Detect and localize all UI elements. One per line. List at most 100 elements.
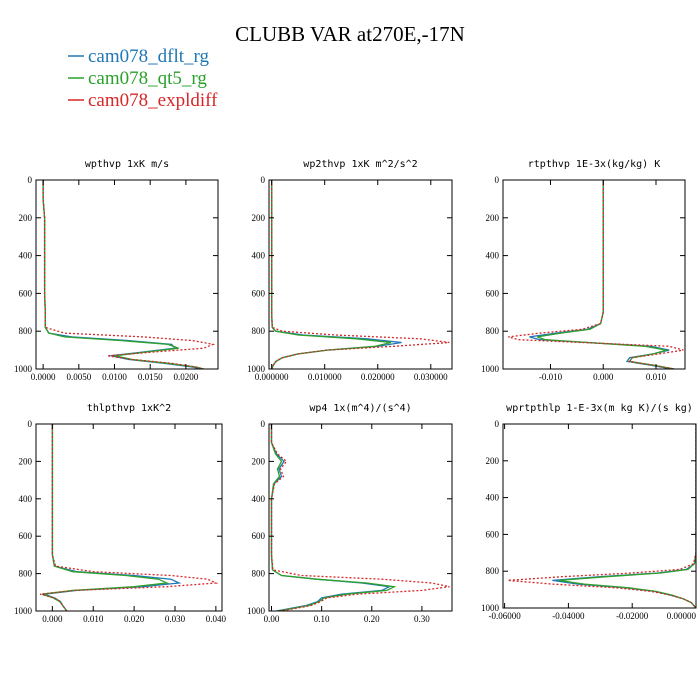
x-tick-label-thlpthvp: 0.040 [206, 614, 227, 624]
x-tick-label-wprtpthlp: -0.02000 [616, 611, 649, 621]
y-tick-label-wp4: 0 [261, 419, 266, 429]
y-tick-label-wpthvp: 400 [19, 251, 33, 261]
series-line-wpthvp-1 [42, 180, 204, 369]
y-tick-label-thlpthvp: 0 [28, 419, 33, 429]
x-tick-label-wprtpthlp: -0.04000 [552, 611, 585, 621]
series-line-wp4-1 [270, 424, 397, 611]
x-tick-label-thlpthvp: 0.030 [165, 614, 186, 624]
y-tick-label-wp2thvp: 1000 [247, 364, 266, 374]
series-line-wp4-2 [270, 424, 450, 611]
y-tick-label-wprtpthlp: 600 [486, 529, 500, 539]
x-tick-label-wpthvp: 0.0100 [102, 372, 127, 382]
panel-title-wp2thvp: wp2thvp 1xK m^2/s^2 [303, 159, 417, 170]
x-tick-label-thlpthvp: 0.020 [124, 614, 145, 624]
legend-entry-qt5: cam078_qt5_rg [88, 68, 207, 89]
y-tick-label-wprtpthlp: 400 [486, 493, 500, 503]
panel-wp4: wp4 1x(m^4)/(s^4) 0 200 400 600 800 10000.00 0.… [247, 403, 453, 624]
plot-frame-rtpthvp [502, 179, 686, 370]
y-tick-label-wp2thvp: 200 [252, 213, 266, 223]
plot-frame-wp2thvp [268, 179, 453, 370]
y-tick-label-wp2thvp: 600 [252, 288, 266, 298]
y-tick-label-wpthvp: 800 [19, 326, 33, 336]
y-tick-label-wpthvp: 1000 [14, 364, 33, 374]
y-tick-label-rtpthvp: 800 [486, 326, 500, 336]
legend-entry-dflt: cam078_dflt_rg [88, 46, 210, 67]
x-tick-label-thlpthvp: 0.010 [83, 614, 104, 624]
y-tick-label-wpthvp: 0 [28, 175, 33, 185]
panel-thlpthvp: thlpthvp 1xK^2 0 200 400 600 800 1000 0.000 0.01… [14, 403, 226, 624]
y-tick-label-wp2thvp: 800 [252, 326, 266, 336]
y-tick-label-rtpthvp: 600 [486, 288, 500, 298]
x-tick-label-wprtpthlp: 0.00000 [667, 611, 697, 621]
plot-frame-wpthvp [35, 179, 219, 370]
figure-title: CLUBB VAR at270E,-17N [235, 22, 465, 46]
y-tick-label-wprtpthlp: 800 [486, 566, 500, 576]
panel-title-rtpthvp: rtpthvp 1E-3x(kg/kg) K [528, 159, 660, 170]
panel-title-wpthvp: wpthvp 1xK m/s [85, 159, 169, 170]
series-line-wprtpthlp-1 [558, 424, 696, 608]
x-tick-label-wprtpthlp: -0.06000 [488, 611, 521, 621]
x-tick-label-rtpthvp: -0.010 [539, 372, 563, 382]
series-line-thlpthvp-0 [43, 424, 182, 611]
x-tick-label-wp4: 0.10 [314, 614, 330, 624]
x-tick-label-wp2thvp: 0.030000 [414, 372, 448, 382]
y-tick-label-wprtpthlp: 1000 [481, 603, 500, 613]
x-tick-label-wpthvp: 0.0050 [66, 372, 91, 382]
legend: cam078_dflt_rg cam078_qt5_rg cam078_expl… [68, 46, 218, 111]
legend-entry-expldiff: cam078_expldiff [88, 90, 218, 111]
x-tick-label-wp4: 0.20 [364, 614, 380, 624]
x-tick-label-wpthvp: 0.0000 [31, 372, 56, 382]
x-tick-label-rtpthvp: 0.000 [593, 372, 614, 382]
y-tick-label-wp4: 1000 [247, 606, 266, 616]
y-tick-label-thlpthvp: 1000 [14, 606, 33, 616]
x-tick-label-thlpthvp: 0.000 [42, 614, 63, 624]
x-tick-label-wp4: 0.30 [414, 614, 430, 624]
y-tick-label-wp2thvp: 400 [252, 251, 266, 261]
x-tick-label-wp2thvp: 0.020000 [361, 372, 395, 382]
y-tick-label-rtpthvp: 1000 [481, 364, 500, 374]
y-tick-label-wp4: 400 [252, 494, 266, 504]
y-tick-label-wprtpthlp: 0 [495, 419, 500, 429]
y-tick-label-wp4: 800 [252, 569, 266, 579]
y-tick-label-wpthvp: 600 [19, 288, 33, 298]
y-tick-label-thlpthvp: 800 [19, 569, 33, 579]
panel-wpthvp: wpthvp 1xK m/s 0 200 400 600 800 10000.0000 0.0… [14, 159, 219, 382]
series-line-wp2thvp-1 [271, 180, 392, 369]
series-line-rtpthvp-2 [508, 180, 684, 369]
panel-wp2thvp: wp2thvp 1xK m^2/s^2 0 200 400 600 800 10000.00… [247, 159, 453, 382]
series-line-wp2thvp-0 [271, 180, 402, 369]
series-line-thlpthvp-2 [39, 424, 219, 611]
y-tick-label-thlpthvp: 400 [19, 494, 33, 504]
series-line-wp2thvp-2 [271, 180, 450, 369]
series-line-wprtpthlp-0 [552, 424, 696, 608]
x-tick-label-wp4: 0.00 [264, 614, 280, 624]
series-line-wp4-0 [270, 424, 392, 611]
panel-rtpthvp: rtpthvp 1E-3x(kg/kg) K 0 200 400 600 800 1000 -… [481, 159, 686, 382]
y-tick-label-rtpthvp: 400 [486, 251, 500, 261]
series-line-rtpthvp-1 [537, 180, 675, 369]
x-tick-label-wp2thvp: 0.010000 [308, 372, 342, 382]
y-tick-label-thlpthvp: 600 [19, 531, 33, 541]
y-tick-label-wpthvp: 200 [19, 213, 33, 223]
x-tick-label-wp2thvp: 0.000000 [255, 372, 289, 382]
y-tick-label-wp2thvp: 0 [261, 175, 266, 185]
y-tick-label-wp4: 200 [252, 456, 266, 466]
y-tick-label-rtpthvp: 0 [495, 175, 500, 185]
plot-frame-wprtpthlp [502, 423, 697, 609]
x-tick-label-rtpthvp: 0.010 [646, 372, 667, 382]
series-line-thlpthvp-1 [41, 424, 170, 611]
series-line-wpthvp-2 [42, 180, 216, 369]
plot-frame-thlpthvp [35, 423, 223, 612]
y-tick-label-rtpthvp: 200 [486, 213, 500, 223]
panel-wprtpthlp: wprtpthlp 1-E-3x(m kg K)/(s kg) 0 200 400 60… [481, 403, 697, 621]
y-tick-label-wprtpthlp: 200 [486, 456, 500, 466]
series-line-wprtpthlp-2 [507, 424, 696, 608]
panel-title-wp4: wp4 1x(m^4)/(s^4) [309, 403, 411, 414]
x-tick-label-wpthvp: 0.0150 [138, 372, 163, 382]
plot-frame-wp4 [268, 423, 453, 612]
x-tick-label-wpthvp: 0.0200 [174, 372, 199, 382]
panel-title-wprtpthlp: wprtpthlp 1-E-3x(m kg K)/(s kg) [506, 403, 693, 414]
y-tick-label-thlpthvp: 200 [19, 456, 33, 466]
y-tick-label-wp4: 600 [252, 531, 266, 541]
